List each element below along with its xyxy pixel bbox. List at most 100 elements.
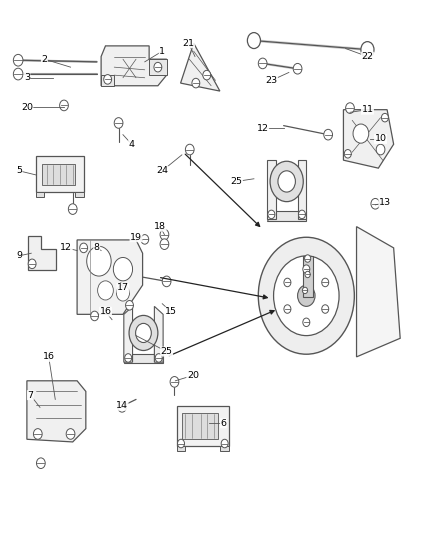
Circle shape xyxy=(268,210,275,219)
Polygon shape xyxy=(297,160,306,219)
Circle shape xyxy=(303,318,310,327)
Circle shape xyxy=(270,161,303,201)
Polygon shape xyxy=(149,59,166,75)
Circle shape xyxy=(305,271,310,278)
Text: 8: 8 xyxy=(94,244,100,253)
Circle shape xyxy=(185,144,194,155)
Circle shape xyxy=(371,198,380,209)
Text: 12: 12 xyxy=(257,124,268,133)
Polygon shape xyxy=(357,227,400,357)
Circle shape xyxy=(117,285,130,301)
Circle shape xyxy=(258,237,354,354)
Polygon shape xyxy=(303,256,313,297)
Circle shape xyxy=(177,439,184,448)
Circle shape xyxy=(87,246,111,276)
Circle shape xyxy=(118,401,127,412)
Text: 9: 9 xyxy=(16,252,22,260)
Polygon shape xyxy=(177,446,185,451)
Circle shape xyxy=(160,229,169,240)
Text: 22: 22 xyxy=(361,52,374,61)
Circle shape xyxy=(278,171,295,192)
Polygon shape xyxy=(177,406,229,446)
Circle shape xyxy=(297,285,315,306)
Circle shape xyxy=(322,305,329,313)
Circle shape xyxy=(114,118,123,128)
Circle shape xyxy=(284,278,291,287)
Circle shape xyxy=(322,278,329,287)
Circle shape xyxy=(66,429,75,439)
Circle shape xyxy=(303,265,310,273)
Circle shape xyxy=(91,311,99,321)
Text: 3: 3 xyxy=(24,73,30,82)
Circle shape xyxy=(162,276,171,287)
Circle shape xyxy=(344,150,351,158)
Text: 15: 15 xyxy=(165,307,177,316)
Polygon shape xyxy=(35,192,44,197)
Circle shape xyxy=(192,78,200,88)
Circle shape xyxy=(113,257,133,281)
Text: 20: 20 xyxy=(21,102,33,111)
Circle shape xyxy=(324,130,332,140)
Text: 20: 20 xyxy=(187,371,199,380)
Circle shape xyxy=(274,256,339,336)
Circle shape xyxy=(293,63,302,74)
Polygon shape xyxy=(101,46,166,86)
Text: 25: 25 xyxy=(161,347,173,356)
Text: 1: 1 xyxy=(159,47,165,55)
Polygon shape xyxy=(101,75,114,86)
Circle shape xyxy=(98,281,113,300)
Circle shape xyxy=(13,68,23,80)
Circle shape xyxy=(126,301,134,310)
Polygon shape xyxy=(77,240,143,314)
Text: 16: 16 xyxy=(99,307,112,316)
Circle shape xyxy=(136,324,151,343)
Text: 6: 6 xyxy=(220,419,226,428)
Text: 19: 19 xyxy=(130,233,142,242)
Circle shape xyxy=(28,259,36,269)
Circle shape xyxy=(361,42,374,58)
Text: 7: 7 xyxy=(28,391,33,400)
Polygon shape xyxy=(182,413,218,439)
Circle shape xyxy=(170,376,179,387)
Circle shape xyxy=(353,124,369,143)
Circle shape xyxy=(203,70,211,80)
Circle shape xyxy=(155,354,162,362)
Text: 10: 10 xyxy=(374,134,387,143)
Polygon shape xyxy=(124,354,163,364)
Circle shape xyxy=(154,62,162,72)
Circle shape xyxy=(68,204,77,214)
Text: 25: 25 xyxy=(230,177,243,186)
Text: 14: 14 xyxy=(116,401,128,410)
Text: 4: 4 xyxy=(129,140,134,149)
Circle shape xyxy=(129,316,158,351)
Circle shape xyxy=(346,103,354,114)
Polygon shape xyxy=(28,236,56,270)
Circle shape xyxy=(376,144,385,155)
Text: 16: 16 xyxy=(43,352,55,361)
Text: 13: 13 xyxy=(379,198,391,207)
Circle shape xyxy=(381,114,389,122)
Circle shape xyxy=(33,429,42,439)
Text: 23: 23 xyxy=(265,76,277,85)
Polygon shape xyxy=(220,446,229,451)
Circle shape xyxy=(125,354,132,362)
Circle shape xyxy=(258,58,267,69)
Circle shape xyxy=(221,439,228,448)
Polygon shape xyxy=(35,156,84,192)
Polygon shape xyxy=(267,160,276,219)
Text: 2: 2 xyxy=(41,55,47,63)
Text: 18: 18 xyxy=(154,222,166,231)
Polygon shape xyxy=(42,164,75,185)
Text: 12: 12 xyxy=(60,244,72,253)
Polygon shape xyxy=(124,306,133,362)
Circle shape xyxy=(284,305,291,313)
Circle shape xyxy=(302,287,307,294)
Polygon shape xyxy=(180,43,220,91)
Text: 24: 24 xyxy=(156,166,168,175)
Circle shape xyxy=(60,100,68,111)
Text: 5: 5 xyxy=(16,166,22,175)
Polygon shape xyxy=(75,192,84,197)
Circle shape xyxy=(104,75,112,84)
Circle shape xyxy=(160,239,169,249)
Circle shape xyxy=(36,458,45,469)
